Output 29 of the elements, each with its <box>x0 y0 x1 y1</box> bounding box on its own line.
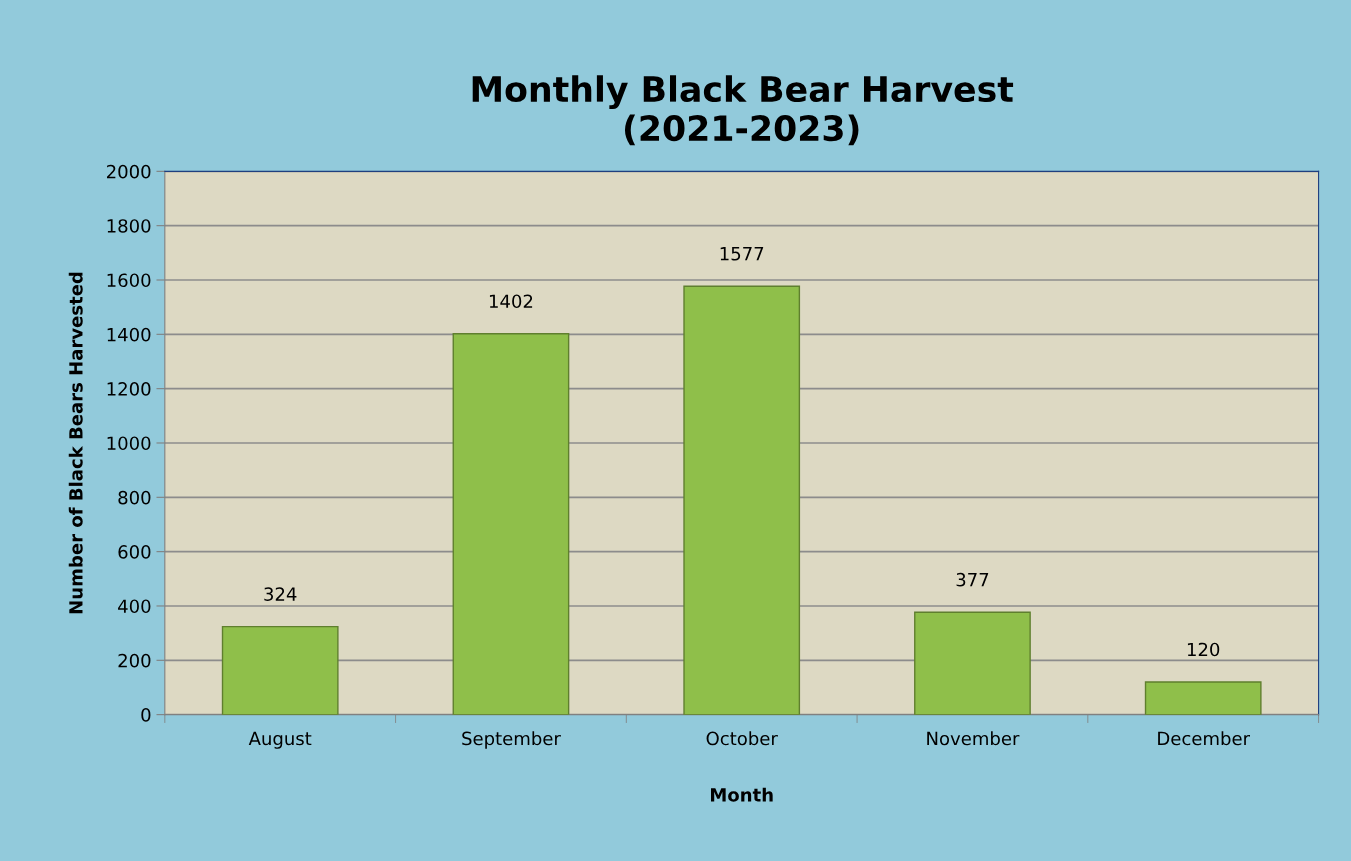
bar <box>452 333 570 715</box>
y-tick-label: 1200 <box>107 382 151 396</box>
data-label: 1402 <box>489 294 533 309</box>
x-tick-label: August <box>248 731 312 749</box>
y-tick-label: 2000 <box>107 164 151 179</box>
y-tick-label: 1400 <box>107 327 151 342</box>
x-tick-label: December <box>1158 731 1251 746</box>
y-tick-label: 1000 <box>107 436 151 451</box>
y-tick-label: 800 <box>118 490 151 505</box>
x-axis-title: Month <box>711 787 773 802</box>
y-tick-label: 600 <box>118 545 151 559</box>
y-axis-title: Number of Black Bears Harvested <box>68 272 83 614</box>
bar <box>683 285 801 715</box>
bar <box>1144 681 1262 715</box>
y-tick-label: 1800 <box>107 219 151 233</box>
data-label: 377 <box>956 572 989 587</box>
y-tick-label: 200 <box>118 653 151 668</box>
data-label: 324 <box>264 587 297 601</box>
data-label: 120 <box>1187 642 1220 657</box>
y-tick-label: 400 <box>118 599 151 614</box>
x-tick-label: October <box>706 731 778 746</box>
bar <box>221 625 339 715</box>
bar <box>914 611 1031 715</box>
y-tick-label: 0 <box>141 708 151 722</box>
x-tick-label: September <box>462 731 561 749</box>
y-tick-label: 1600 <box>107 273 151 288</box>
chart-title: Monthly Black Bear Harvest (2021-2023) <box>472 75 1014 146</box>
data-label: 1577 <box>720 247 764 261</box>
x-tick-label: November <box>927 731 1020 746</box>
